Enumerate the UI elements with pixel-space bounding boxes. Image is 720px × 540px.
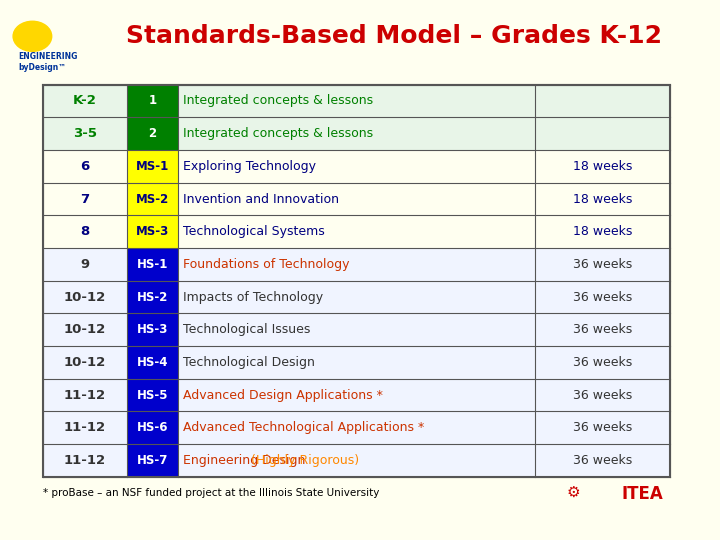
Text: HS-5: HS-5 [137, 389, 168, 402]
Text: 2: 2 [148, 127, 156, 140]
Text: 18 weeks: 18 weeks [573, 160, 632, 173]
Bar [42, 117, 670, 150]
Text: ⚙: ⚙ [567, 485, 580, 500]
Text: 36 weeks: 36 weeks [573, 421, 632, 434]
Bar [42, 183, 670, 215]
Text: Engineering Design: Engineering Design [183, 454, 310, 467]
Text: Exploring Technology: Exploring Technology [183, 160, 316, 173]
Text: HS-7: HS-7 [137, 454, 168, 467]
Text: 10-12: 10-12 [64, 356, 106, 369]
Text: Integrated concepts & lessons: Integrated concepts & lessons [183, 127, 373, 140]
Text: 36 weeks: 36 weeks [573, 291, 632, 303]
Text: Technological Systems: Technological Systems [183, 225, 325, 238]
Text: 7: 7 [81, 193, 89, 206]
Text: (Highly Rigorous): (Highly Rigorous) [251, 454, 359, 467]
Text: 36 weeks: 36 weeks [573, 356, 632, 369]
Text: HS-1: HS-1 [137, 258, 168, 271]
Text: MS-2: MS-2 [136, 193, 169, 206]
Text: HS-3: HS-3 [137, 323, 168, 336]
Text: 3-5: 3-5 [73, 127, 97, 140]
Text: HS-4: HS-4 [137, 356, 168, 369]
Text: 6: 6 [81, 160, 90, 173]
Text: Integrated concepts & lessons: Integrated concepts & lessons [183, 94, 373, 107]
Bar [127, 215, 178, 248]
Circle shape [13, 21, 52, 51]
Bar [42, 281, 670, 313]
Bar [42, 85, 670, 117]
Bar [127, 85, 178, 117]
Bar [127, 248, 178, 281]
Text: K-2: K-2 [73, 94, 97, 107]
Text: Standards-Based Model – Grades K-12: Standards-Based Model – Grades K-12 [126, 24, 662, 48]
Bar [42, 248, 670, 281]
Bar [127, 183, 178, 215]
Bar [127, 313, 178, 346]
Bar [42, 150, 670, 183]
Text: 36 weeks: 36 weeks [573, 454, 632, 467]
Text: MS-3: MS-3 [136, 225, 169, 238]
Bar [127, 346, 178, 379]
Bar [127, 281, 178, 313]
Bar [42, 215, 670, 248]
Text: 36 weeks: 36 weeks [573, 258, 632, 271]
Text: Foundations of Technology: Foundations of Technology [183, 258, 350, 271]
Bar [127, 411, 178, 444]
Bar [42, 444, 670, 477]
Text: Advanced Design Applications *: Advanced Design Applications * [183, 389, 383, 402]
Text: Impacts of Technology: Impacts of Technology [183, 291, 323, 303]
Text: HS-6: HS-6 [137, 421, 168, 434]
Text: 9: 9 [81, 258, 89, 271]
Text: 36 weeks: 36 weeks [573, 323, 632, 336]
Text: 18 weeks: 18 weeks [573, 193, 632, 206]
Bar [42, 85, 670, 477]
Bar [42, 379, 670, 411]
Text: 11-12: 11-12 [64, 389, 106, 402]
Text: Invention and Innovation: Invention and Innovation [183, 193, 339, 206]
Text: HS-2: HS-2 [137, 291, 168, 303]
Bar [127, 150, 178, 183]
Text: 36 weeks: 36 weeks [573, 389, 632, 402]
Bar [127, 379, 178, 411]
Text: * proBase – an NSF funded project at the Illinois State University: * proBase – an NSF funded project at the… [42, 488, 379, 497]
Text: 1: 1 [148, 94, 156, 107]
Bar [127, 117, 178, 150]
Text: 11-12: 11-12 [64, 454, 106, 467]
Text: ITEA: ITEA [621, 485, 663, 503]
Text: MS-1: MS-1 [136, 160, 169, 173]
Text: Technological Design: Technological Design [183, 356, 315, 369]
Bar [42, 346, 670, 379]
Text: 10-12: 10-12 [64, 323, 106, 336]
Text: 18 weeks: 18 weeks [573, 225, 632, 238]
Text: 11-12: 11-12 [64, 421, 106, 434]
Bar [127, 444, 178, 477]
Text: ENGINEERING
byDesign™: ENGINEERING byDesign™ [19, 52, 78, 72]
Bar [42, 411, 670, 444]
Bar [42, 313, 670, 346]
Text: 8: 8 [81, 225, 90, 238]
Text: 10-12: 10-12 [64, 291, 106, 303]
Text: Technological Issues: Technological Issues [183, 323, 310, 336]
Text: Advanced Technological Applications *: Advanced Technological Applications * [183, 421, 424, 434]
